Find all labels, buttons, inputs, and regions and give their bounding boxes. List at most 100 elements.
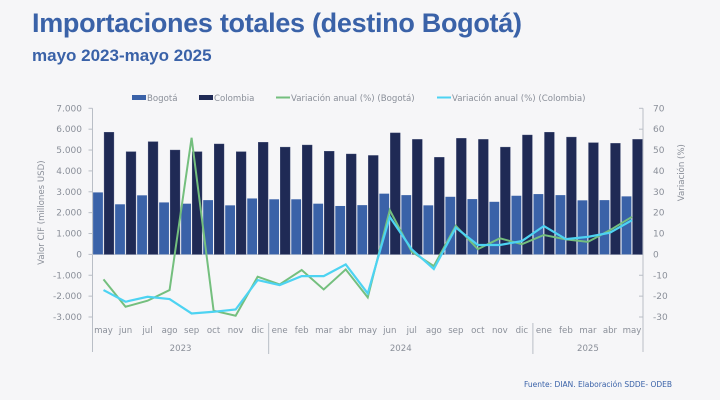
bar-bogota <box>137 195 147 255</box>
line-variacion-colombia <box>102 214 633 315</box>
legend-item-colombia: Colombia <box>199 94 254 104</box>
x-tick-label: dic <box>516 326 529 336</box>
x-tick-label: oct <box>207 326 221 336</box>
bar-colombia <box>588 142 599 255</box>
bar-bogota <box>357 205 368 255</box>
bar-colombia <box>610 143 621 255</box>
bar-bogota <box>291 199 302 255</box>
bar-bogota <box>621 196 632 255</box>
bar-colombia <box>434 157 445 255</box>
legend-label: Colombia <box>214 94 254 104</box>
year-label: 2023 <box>170 344 192 354</box>
right-tick-label: 60 <box>653 125 665 135</box>
bar-colombia <box>302 144 313 255</box>
bar-colombia <box>103 132 115 255</box>
left-tick-label: 5.000 <box>56 146 82 156</box>
x-axis: may jun jul ago sep oct nov dic ene feb mar abr may j… <box>94 323 641 354</box>
bar-bogota <box>577 200 588 255</box>
legend-item-bogota: Bogotá <box>132 94 178 104</box>
bar-bogota <box>423 205 434 255</box>
x-tick-label: ene <box>272 326 288 336</box>
bar-colombia <box>280 146 291 255</box>
left-tick-label: -3.000 <box>53 313 82 323</box>
legend-item-variacion-bogota: Variación anual (%) (Bogotá) <box>276 93 415 104</box>
bar-colombia <box>324 151 335 255</box>
bar-bogota <box>313 203 324 255</box>
left-tick-label: -2.000 <box>53 292 82 302</box>
x-tick-label: dic <box>251 326 264 336</box>
bar-bogota <box>115 204 125 255</box>
year-label: 2025 <box>577 344 599 354</box>
left-tick-label: 3.000 <box>56 188 82 198</box>
legend-label: Bogotá <box>147 94 178 104</box>
x-tick-label: may <box>358 326 377 336</box>
bar-colombia <box>346 153 357 255</box>
x-tick-label: jul <box>406 326 417 336</box>
x-tick-label: may <box>94 326 113 336</box>
x-tick-label: nov <box>228 326 244 336</box>
x-tick-label: mar <box>315 326 333 336</box>
x-tick-label: sep <box>448 326 463 336</box>
bar-colombia <box>191 151 203 255</box>
x-tick-label: ago <box>426 326 442 336</box>
bar-colombia <box>258 142 269 255</box>
right-tick-label: 40 <box>653 167 665 177</box>
x-tick-label: feb <box>559 326 573 336</box>
bar-colombia <box>236 151 247 255</box>
legend-swatch <box>132 95 146 100</box>
bar-bogota <box>555 195 566 255</box>
bar-colombia <box>456 138 467 255</box>
bar-bogota <box>379 193 390 255</box>
chart-title: Importaciones totales (destino Bogotá) <box>32 8 522 38</box>
bar-colombia <box>412 139 423 255</box>
left-tick-label: 4.000 <box>56 167 82 177</box>
legend-item-variacion-colombia: Variación anual (%) (Colombia) <box>437 93 585 104</box>
bar-colombia <box>125 151 137 255</box>
x-tick-label: oct <box>471 326 485 336</box>
legend-label: Variación anual (%) (Bogotá) <box>291 93 415 104</box>
bar-bogota <box>159 202 169 255</box>
right-axis-title: Variación (%) <box>676 144 687 201</box>
bar-bogota <box>225 205 236 255</box>
right-tick-label: -20 <box>653 292 668 302</box>
left-axis-title: Valor CIF (millones USD) <box>37 160 47 264</box>
bar-bogota <box>203 200 213 255</box>
right-tick-label: 30 <box>653 188 665 198</box>
right-tick-label: 10 <box>653 230 665 240</box>
right-tick-label: -10 <box>653 271 668 281</box>
bar-bogota <box>181 203 191 255</box>
x-tick-label: nov <box>492 326 508 336</box>
left-tick-label: -1.000 <box>53 271 82 281</box>
left-tick-label: 0 <box>76 250 82 260</box>
x-tick-label: jun <box>382 326 396 336</box>
x-tick-label: sep <box>184 326 199 336</box>
bar-colombia <box>368 155 379 255</box>
left-tick-label: 2.000 <box>56 209 82 219</box>
bar-colombia <box>147 141 159 255</box>
right-tick-label: 20 <box>653 209 665 219</box>
x-tick-label: mar <box>579 326 597 336</box>
right-tick-label: -30 <box>653 313 668 323</box>
x-tick-label: ene <box>536 326 552 336</box>
bar-colombia <box>478 139 489 255</box>
bar-bogota <box>467 199 478 255</box>
bar-colombia <box>632 139 643 255</box>
x-tick-label: jul <box>141 326 152 336</box>
bar-bogota <box>511 195 522 255</box>
bar-bogota <box>489 201 500 255</box>
bars <box>93 132 643 255</box>
lines <box>102 137 633 317</box>
x-tick-label: abr <box>339 326 354 336</box>
bar-colombia <box>500 146 511 255</box>
bar-bogota <box>401 195 412 255</box>
legend-swatch <box>199 95 213 100</box>
x-tick-label: feb <box>295 326 309 336</box>
bar-bogota <box>269 199 280 255</box>
line-variacion-bogota <box>102 137 633 317</box>
bar-colombia <box>169 149 181 255</box>
x-tick-label: abr <box>603 326 618 336</box>
x-tick-label: jun <box>118 326 132 336</box>
bar-colombia <box>213 143 225 255</box>
legend: Bogotá Colombia Variación anual (%) (Bogot… <box>132 93 585 104</box>
